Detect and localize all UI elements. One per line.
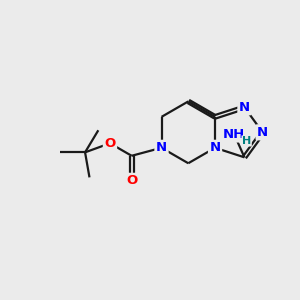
Text: N: N bbox=[239, 101, 250, 114]
Text: O: O bbox=[104, 137, 116, 150]
Text: N: N bbox=[156, 141, 167, 154]
Text: NH: NH bbox=[223, 128, 245, 141]
Text: N: N bbox=[209, 141, 220, 154]
Text: O: O bbox=[126, 174, 137, 187]
Text: H: H bbox=[242, 136, 251, 146]
Text: N: N bbox=[257, 126, 268, 139]
